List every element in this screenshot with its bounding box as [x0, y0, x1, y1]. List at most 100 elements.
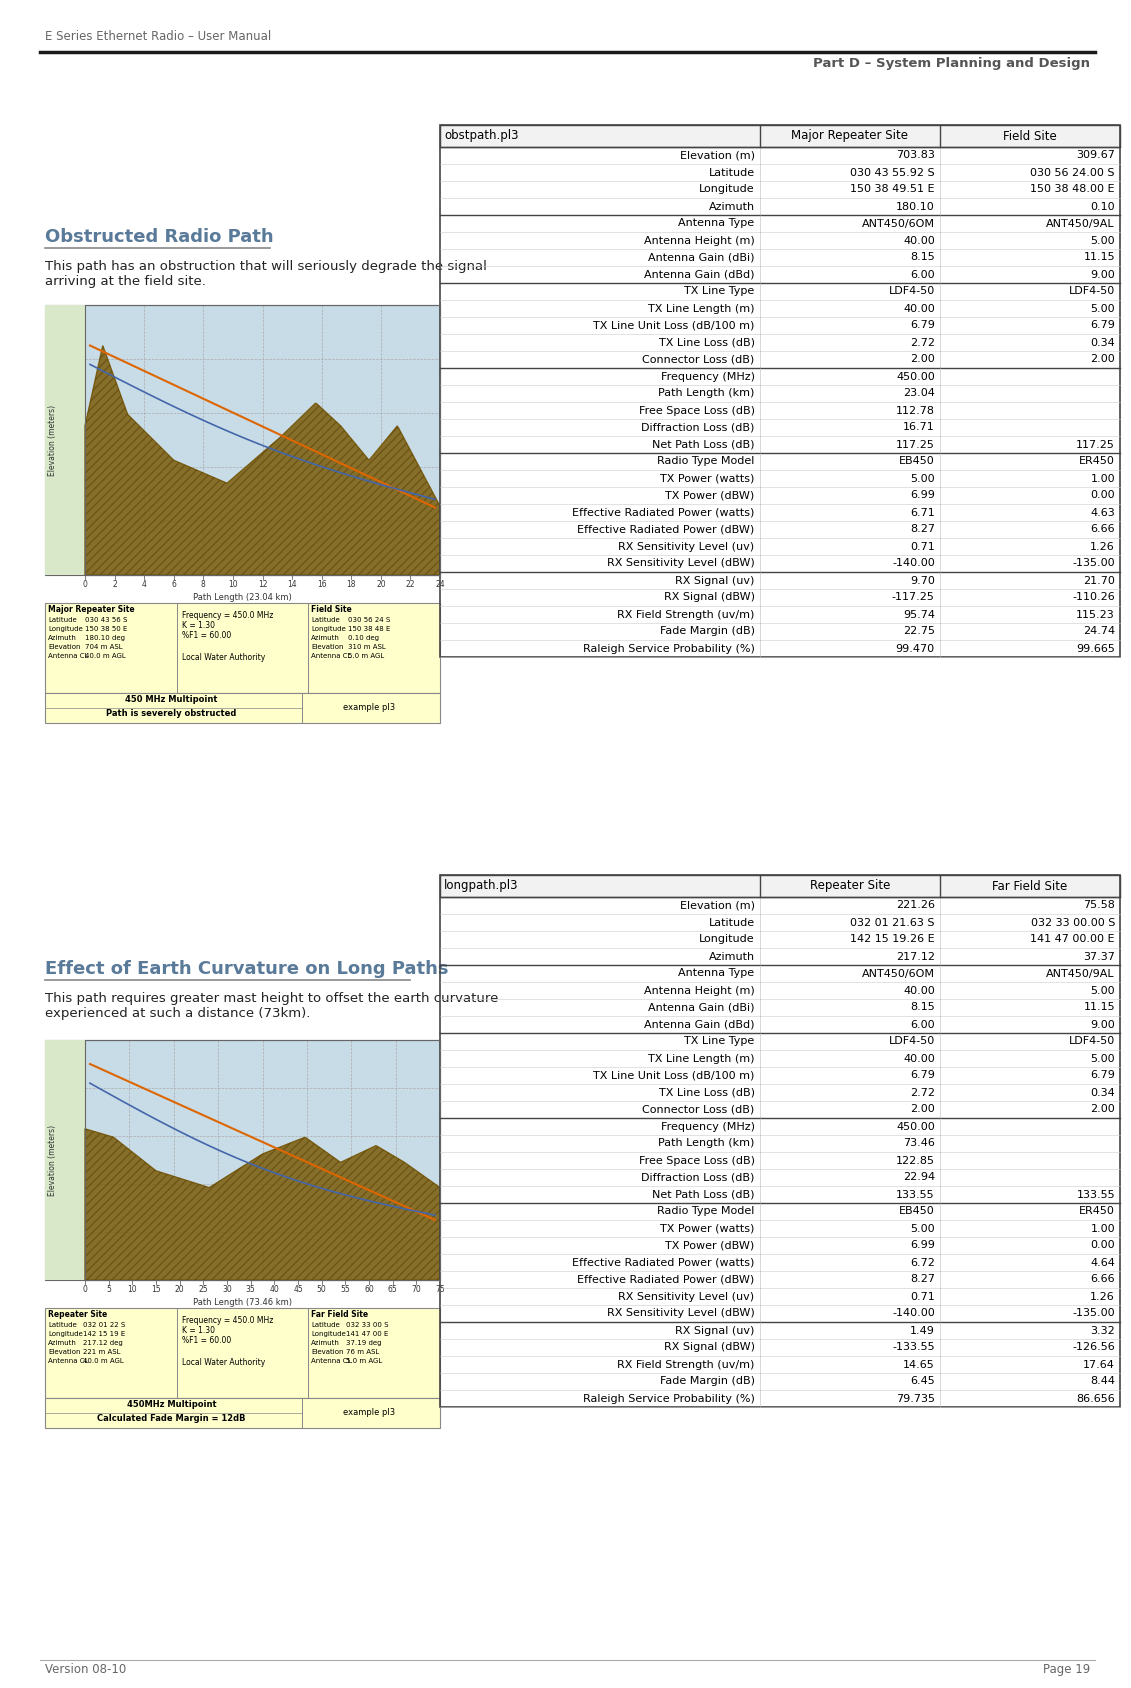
Text: 0.34: 0.34: [1090, 338, 1115, 348]
Text: obstpath.pl3: obstpath.pl3: [444, 130, 518, 142]
Text: 55: 55: [340, 1285, 351, 1295]
Text: 9.00: 9.00: [1090, 1020, 1115, 1030]
Text: 5.00: 5.00: [1090, 236, 1115, 245]
Text: 030 56 24 S: 030 56 24 S: [348, 618, 390, 623]
Text: 6.79: 6.79: [910, 1070, 935, 1080]
Text: 10: 10: [128, 1285, 137, 1295]
Text: 70: 70: [412, 1285, 421, 1295]
Text: K = 1.30: K = 1.30: [182, 621, 215, 630]
Text: 1.00: 1.00: [1090, 1224, 1115, 1234]
Bar: [45, 306, 440, 576]
Text: Azimuth: Azimuth: [708, 201, 754, 211]
Text: Longitude: Longitude: [48, 626, 83, 631]
Text: 25: 25: [199, 1285, 208, 1295]
Bar: [440, 125, 1120, 147]
Bar: [45, 306, 85, 576]
Text: Free Space Loss (dB): Free Space Loss (dB): [639, 405, 754, 415]
Text: Frequency = 450.0 MHz: Frequency = 450.0 MHz: [182, 1317, 273, 1325]
Bar: [85, 306, 440, 576]
Text: Latitude: Latitude: [708, 167, 754, 177]
Text: 180: 180: [68, 1150, 83, 1160]
Text: 2.00: 2.00: [910, 1104, 935, 1114]
Text: 16.71: 16.71: [903, 422, 935, 432]
Text: 5.0 m AGL: 5.0 m AGL: [346, 1359, 382, 1364]
Text: 6.79: 6.79: [1090, 321, 1115, 331]
Text: TX Line Length (m): TX Line Length (m): [648, 304, 754, 314]
Text: 032 33 00.00 S: 032 33 00.00 S: [1030, 918, 1115, 927]
Text: ANT450/6OM: ANT450/6OM: [862, 218, 935, 228]
Text: 450.00: 450.00: [896, 371, 935, 381]
Text: 150 38 48 E: 150 38 48 E: [348, 626, 390, 631]
Text: -126.56: -126.56: [1072, 1342, 1115, 1352]
Text: RX Field Strength (uv/m): RX Field Strength (uv/m): [618, 1359, 754, 1369]
Text: Antenna Height (m): Antenna Height (m): [644, 236, 754, 245]
Text: 22.94: 22.94: [903, 1173, 935, 1183]
Text: longpath.pl3: longpath.pl3: [444, 879, 518, 893]
Text: 309.67: 309.67: [1076, 150, 1115, 160]
Text: TX Line Length (m): TX Line Length (m): [648, 1053, 754, 1063]
Text: 5.00: 5.00: [910, 474, 935, 483]
Polygon shape: [85, 346, 440, 576]
Text: 18: 18: [346, 581, 356, 589]
Text: 115.23: 115.23: [1077, 609, 1115, 619]
Text: Path Length (km): Path Length (km): [658, 388, 754, 398]
Text: 450MHz Multipoint: 450MHz Multipoint: [127, 1399, 216, 1409]
Text: 40.0 m AGL: 40.0 m AGL: [83, 1359, 123, 1364]
Text: 8.15: 8.15: [910, 253, 935, 263]
Text: K = 1.30: K = 1.30: [182, 1327, 215, 1335]
Text: -133.55: -133.55: [892, 1342, 935, 1352]
Text: Elevation: Elevation: [311, 645, 344, 650]
Text: 0: 0: [83, 581, 87, 589]
Text: Azimuth: Azimuth: [311, 635, 340, 641]
Text: Diffraction Loss (dB): Diffraction Loss (dB): [641, 1173, 754, 1183]
Text: 6.79: 6.79: [910, 321, 935, 331]
Text: ANT450/9AL: ANT450/9AL: [1046, 969, 1115, 979]
Bar: [45, 603, 440, 694]
Text: RX Field Strength (uv/m): RX Field Strength (uv/m): [618, 609, 754, 619]
Text: 1.26: 1.26: [1090, 542, 1115, 552]
Text: TX Line Loss (dB): TX Line Loss (dB): [658, 338, 754, 348]
Text: 4.63: 4.63: [1090, 508, 1115, 518]
Text: 0.10 deg: 0.10 deg: [348, 635, 379, 641]
Text: ER450: ER450: [1079, 1207, 1115, 1217]
Text: 100: 100: [68, 1232, 83, 1241]
Polygon shape: [85, 1129, 440, 1280]
Text: Antenna Height (m): Antenna Height (m): [644, 986, 754, 996]
Text: Latitude: Latitude: [48, 1322, 77, 1328]
Text: 0.71: 0.71: [910, 542, 935, 552]
Text: 2.00: 2.00: [1090, 354, 1115, 365]
Text: 032 01 21.63 S: 032 01 21.63 S: [851, 918, 935, 927]
Text: This path requires greater mast height to offset the earth curvature
experienced: This path requires greater mast height t…: [45, 993, 499, 1020]
Text: 032 01 22 S: 032 01 22 S: [83, 1322, 126, 1328]
Text: Far Field Site: Far Field Site: [311, 1310, 369, 1318]
Text: 5: 5: [106, 1285, 111, 1295]
Text: 030 43 55.92 S: 030 43 55.92 S: [851, 167, 935, 177]
Text: Page 19: Page 19: [1043, 1663, 1090, 1676]
Text: TX Power (watts): TX Power (watts): [661, 1224, 754, 1234]
Text: 0.00: 0.00: [1090, 1241, 1115, 1251]
Text: ANT450/9AL: ANT450/9AL: [1046, 218, 1115, 228]
Bar: [45, 694, 440, 722]
Text: 6.99: 6.99: [910, 491, 935, 501]
Text: 24.74: 24.74: [1082, 626, 1115, 636]
Text: -110.26: -110.26: [1072, 592, 1115, 603]
Text: Elevation (meters): Elevation (meters): [49, 405, 58, 476]
Text: 117.25: 117.25: [1076, 439, 1115, 449]
Text: 6.71: 6.71: [910, 508, 935, 518]
Text: E Series Ethernet Radio – User Manual: E Series Ethernet Radio – User Manual: [45, 30, 271, 42]
Text: 221.26: 221.26: [896, 900, 935, 910]
Text: RX Sensitivity Level (uv): RX Sensitivity Level (uv): [619, 542, 754, 552]
Text: Effective Radiated Power (watts): Effective Radiated Power (watts): [572, 508, 754, 518]
Text: Longitude: Longitude: [311, 626, 346, 631]
Text: 60: 60: [72, 1273, 83, 1281]
Text: Obstructed Radio Path: Obstructed Radio Path: [45, 228, 274, 246]
Text: TX Power (watts): TX Power (watts): [661, 474, 754, 483]
Text: %F1 = 60.00: %F1 = 60.00: [182, 1335, 231, 1345]
Text: 133.55: 133.55: [896, 1190, 935, 1200]
Text: 8.44: 8.44: [1090, 1376, 1115, 1386]
Text: 150 38 50 E: 150 38 50 E: [85, 626, 128, 631]
Text: 20: 20: [375, 581, 386, 589]
Text: 75.58: 75.58: [1083, 900, 1115, 910]
Text: Fade Margin (dB): Fade Margin (dB): [659, 626, 754, 636]
Text: Field Site: Field Site: [311, 604, 352, 614]
